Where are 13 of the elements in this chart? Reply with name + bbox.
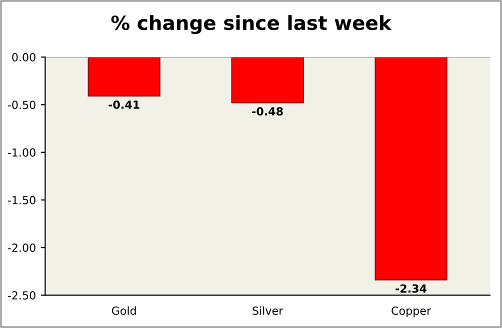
x-tick-label: Gold bbox=[112, 306, 136, 315]
chart-title: % change since last week bbox=[111, 15, 392, 34]
data-label: -0.41 bbox=[108, 100, 140, 109]
data-label: -2.34 bbox=[396, 284, 427, 293]
y-tick-label: -2.50 bbox=[8, 291, 36, 300]
y-tick-label: -1.50 bbox=[8, 196, 36, 204]
y-tick-label: -0.50 bbox=[8, 100, 36, 110]
y-tick-label: -1.00 bbox=[8, 148, 36, 157]
x-tick-label: Silver bbox=[252, 306, 284, 315]
y-tick-label: -2.00 bbox=[8, 244, 36, 252]
x-tick-label: Copper bbox=[392, 306, 432, 318]
y-tick-label: 0.00 bbox=[12, 53, 36, 62]
data-label: -0.48 bbox=[252, 107, 283, 116]
